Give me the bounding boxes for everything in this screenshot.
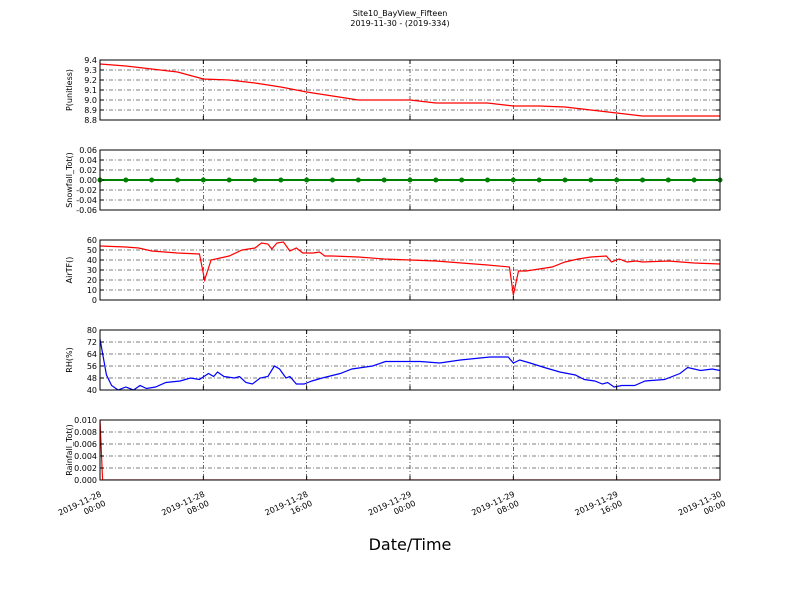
plot-frame [99, 239, 721, 301]
y-tick-label: 56 [87, 362, 97, 371]
x-tick-label: 2019-11-2808:00 [160, 490, 210, 527]
data-point [536, 177, 542, 183]
x-tick-label: 2019-11-2800:00 [57, 490, 107, 527]
y-tick-label: 0.006 [74, 440, 97, 449]
y-tick-label: 9.4 [84, 56, 97, 65]
y-axis-label: Snowfall_Tot() [65, 152, 74, 208]
y-tick-label: 8.8 [84, 116, 97, 125]
data-point [562, 177, 568, 183]
y-tick-label: 9.0 [84, 96, 97, 105]
y-tick-label: 9.2 [84, 76, 97, 85]
y-tick-label: 40 [87, 256, 97, 265]
panel [99, 59, 721, 121]
plot-frame [99, 149, 721, 211]
data-point [175, 177, 180, 183]
y-tick-label: 0.010 [74, 416, 97, 425]
x-tick-label: 2019-11-3000:00 [677, 490, 727, 527]
data-point [665, 177, 671, 183]
y-tick-label: 0 [92, 296, 97, 305]
data-point [304, 177, 310, 183]
data-point [433, 177, 439, 183]
y-tick-label: 0.000 [74, 476, 97, 485]
y-tick-label: 80 [87, 326, 97, 335]
x-tick-label: 2019-11-2900:00 [367, 490, 417, 527]
data-point [252, 177, 258, 183]
data-point [200, 177, 206, 183]
figure-title: Site10_BayView_Fifteen [353, 9, 448, 18]
plot-frame [99, 329, 721, 391]
plot-frame [99, 59, 721, 121]
plot-frame [99, 419, 721, 481]
data-point [149, 177, 155, 183]
data-point [330, 177, 335, 183]
x-axis-label: Date/Time [369, 535, 452, 554]
y-tick-label: 0.004 [74, 452, 97, 461]
y-tick-label: 0.02 [79, 166, 97, 175]
data-point [691, 177, 697, 183]
y-tick-label: 0.002 [74, 464, 97, 473]
data-point [510, 177, 516, 183]
data-point [614, 177, 620, 183]
data-point [381, 177, 387, 183]
y-tick-label: 8.9 [84, 106, 97, 115]
panel [99, 239, 721, 301]
y-tick-label: 0.06 [79, 146, 97, 155]
data-point [485, 177, 490, 183]
y-axis-label: Rainfall_Tot() [65, 424, 74, 476]
panel [99, 419, 721, 481]
y-tick-label: 30 [87, 266, 97, 275]
data-line [100, 241, 720, 296]
x-tick-label: 2019-11-2916:00 [574, 490, 624, 527]
y-tick-label: 48 [87, 374, 97, 383]
y-axis-label: P(unitless) [65, 69, 74, 111]
y-tick-label: -0.04 [76, 196, 97, 205]
y-axis-label: RH(%) [65, 347, 74, 372]
y-tick-label: 20 [87, 276, 97, 285]
data-line [100, 63, 720, 117]
y-tick-label: 72 [87, 338, 97, 347]
x-tick-label: 2019-11-2816:00 [264, 490, 314, 527]
y-tick-label: 0.04 [79, 156, 97, 165]
y-tick-label: 9.1 [84, 86, 97, 95]
y-tick-label: 10 [87, 286, 97, 295]
data-line [100, 338, 720, 390]
y-axis-label: AirTF() [65, 257, 74, 284]
data-point [588, 177, 594, 183]
y-tick-label: 64 [87, 350, 97, 359]
y-tick-label: 9.3 [84, 66, 97, 75]
data-point [640, 177, 645, 183]
data-point [278, 177, 284, 183]
figure-subtitle: 2019-11-30 - (2019-334) [350, 19, 449, 28]
data-point [459, 177, 465, 183]
y-tick-label: 40 [87, 386, 97, 395]
y-tick-label: 0.008 [74, 428, 97, 437]
y-tick-label: -0.02 [76, 186, 97, 195]
y-tick-label: 50 [87, 246, 97, 255]
panel [99, 329, 721, 391]
y-tick-label: -0.06 [76, 206, 97, 215]
data-point [226, 177, 232, 183]
y-tick-label: 60 [87, 236, 97, 245]
data-point [407, 177, 413, 183]
data-point [123, 177, 129, 183]
data-point [355, 177, 361, 183]
y-tick-label: 0.00 [79, 176, 97, 185]
x-tick-label: 2019-11-2908:00 [470, 490, 520, 527]
